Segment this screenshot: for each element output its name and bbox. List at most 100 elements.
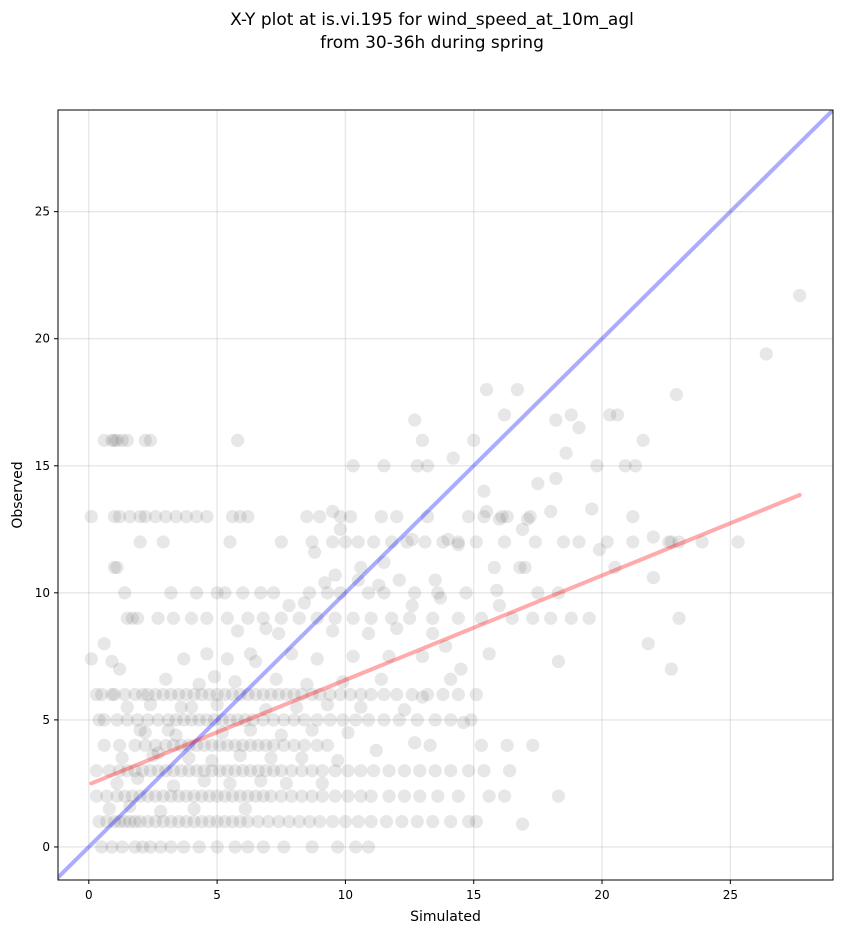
data-point: [731, 535, 745, 549]
data-point: [228, 840, 242, 854]
data-point: [310, 652, 324, 666]
data-point: [284, 789, 299, 803]
data-point: [287, 738, 301, 752]
data-point: [210, 698, 224, 712]
data-point: [259, 703, 273, 717]
data-point: [128, 738, 142, 752]
regression-line: [89, 493, 802, 786]
data-point: [695, 535, 709, 549]
data-point: [528, 535, 542, 549]
data-point: [297, 713, 311, 727]
data-point: [202, 687, 217, 702]
data-point: [259, 621, 273, 636]
data-point: [341, 789, 355, 803]
data-point: [572, 535, 586, 549]
data-point: [305, 687, 319, 702]
data-point: [274, 535, 288, 549]
data-point: [225, 687, 240, 702]
data-point: [179, 687, 193, 702]
data-point: [161, 713, 175, 727]
data-point: [423, 738, 437, 752]
data-point: [172, 789, 186, 803]
data-point: [218, 586, 232, 600]
data-point: [256, 840, 270, 854]
data-point: [133, 814, 147, 829]
data-point: [110, 789, 124, 803]
data-point: [361, 586, 376, 600]
data-point: [130, 713, 145, 727]
data-point: [205, 738, 219, 752]
y-axis-label: Observed: [10, 461, 26, 528]
data-point: [338, 535, 353, 549]
data-point: [346, 649, 360, 663]
data-point: [331, 840, 345, 854]
data-point: [526, 611, 540, 625]
data-point: [441, 532, 455, 547]
data-point: [215, 726, 229, 740]
data-point: [672, 535, 686, 549]
data-point: [377, 459, 391, 473]
data-point: [551, 654, 566, 669]
data-point: [556, 535, 571, 549]
data-point: [325, 504, 340, 519]
data-point: [128, 814, 142, 829]
data-point: [341, 726, 355, 740]
data-point: [207, 713, 222, 727]
data-point: [313, 814, 327, 829]
data-point: [274, 789, 288, 803]
data-point: [295, 764, 309, 778]
data-point: [141, 713, 155, 727]
data-point: [251, 764, 265, 778]
data-point: [195, 814, 209, 829]
data-point: [256, 713, 270, 727]
data-point: [300, 510, 314, 524]
data-point: [261, 814, 276, 829]
data-point: [89, 789, 104, 803]
data-point: [436, 687, 450, 702]
y-tick-label: 10: [35, 586, 50, 600]
data-point: [202, 789, 217, 803]
data-point: [420, 687, 435, 702]
data-point: [521, 512, 535, 526]
data-point: [238, 802, 252, 816]
data-point: [277, 840, 291, 854]
data-point: [182, 751, 196, 765]
data-point: [220, 764, 234, 778]
data-point: [385, 535, 399, 549]
data-point: [426, 626, 440, 641]
data-point: [374, 672, 388, 686]
data-point: [189, 738, 204, 752]
data-point: [184, 713, 199, 727]
scatter-points: [84, 288, 807, 854]
data-point: [333, 687, 347, 702]
data-point: [169, 713, 183, 727]
data-point: [328, 611, 342, 625]
data-point: [156, 789, 170, 803]
data-point: [189, 764, 204, 778]
data-point: [397, 789, 412, 803]
data-point: [189, 510, 204, 524]
data-point: [200, 510, 214, 524]
data-point: [200, 713, 214, 727]
data-point: [105, 433, 119, 447]
data-point: [110, 560, 124, 575]
data-point: [146, 748, 160, 763]
data-point: [505, 611, 519, 625]
data-point: [143, 698, 157, 712]
data-point: [123, 799, 137, 813]
data-point: [243, 764, 258, 778]
data-point: [428, 713, 442, 727]
data-point: [220, 611, 234, 625]
data-point: [551, 789, 566, 803]
data-point: [361, 626, 376, 641]
data-point: [133, 510, 147, 524]
reference-lines: [58, 110, 833, 880]
data-point: [107, 814, 122, 829]
data-point: [495, 510, 509, 524]
data-point: [207, 670, 222, 684]
plot-area-frame: [57, 109, 834, 881]
data-point: [195, 687, 209, 702]
data-point: [377, 713, 391, 727]
data-point: [136, 687, 150, 702]
